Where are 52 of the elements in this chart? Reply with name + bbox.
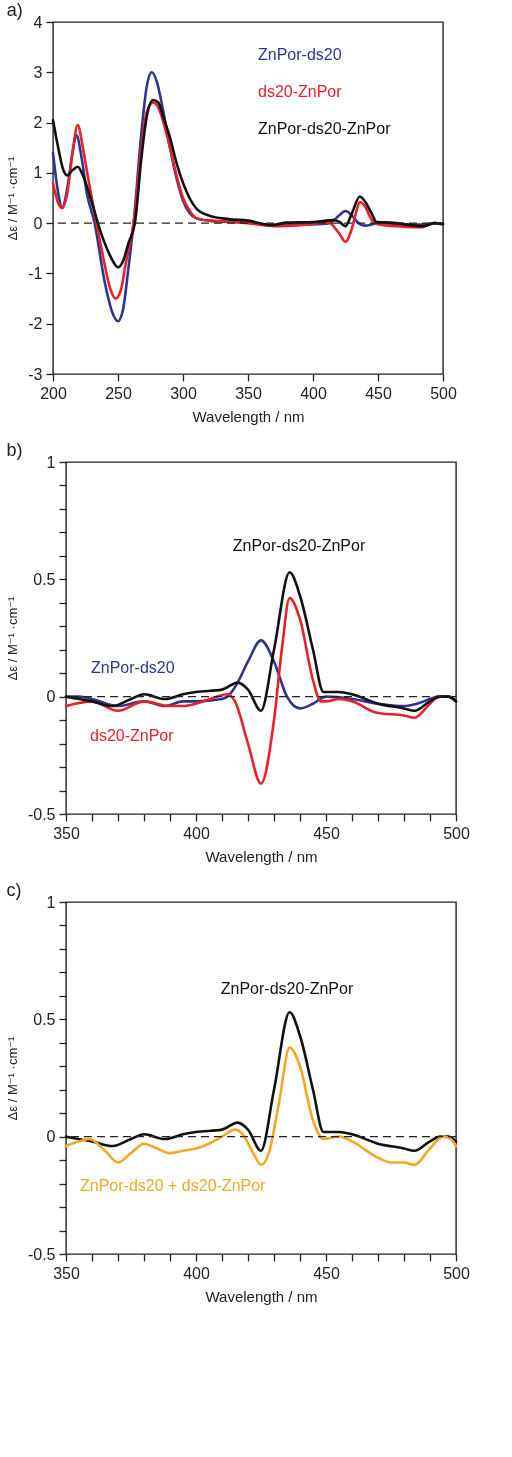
- y-tick-label: -1: [28, 264, 43, 282]
- y-tick-label: -0.5: [27, 1245, 56, 1263]
- y-tick-label: 4: [33, 13, 43, 31]
- x-tick-label: 350: [53, 824, 80, 842]
- x-tick-label: 400: [183, 1264, 210, 1282]
- x-axis-title: Wavelength / nm: [205, 847, 318, 865]
- series-label: ZnPor-ds20 + ds20-ZnPor: [80, 1177, 267, 1194]
- y-axis-title: Δε / M⁻¹ ·cm⁻¹: [4, 595, 20, 681]
- y-tick-label: 2: [33, 114, 43, 132]
- y-tick-label: 1: [33, 164, 43, 182]
- y-axis-title: Δε / M⁻¹ ·cm⁻¹: [4, 1035, 20, 1121]
- series-label: ZnPor-ds20: [91, 659, 175, 676]
- line-series: [51, 98, 445, 269]
- x-axis-title: Wavelength / nm: [192, 407, 305, 425]
- y-tick-label: 0.5: [33, 1010, 56, 1028]
- text: ZnPor-ds20-ZnPor: [258, 120, 392, 137]
- y-tick-label: 0: [46, 688, 56, 706]
- x-tick-label: 500: [443, 1264, 470, 1282]
- x-tick-label: 400: [183, 824, 210, 842]
- x-tick-label: 250: [105, 384, 132, 402]
- x-tick-label: 350: [235, 384, 262, 402]
- x-tick-label: 500: [430, 384, 457, 402]
- series-label: ZnPor-ds20-ZnPor: [220, 980, 354, 997]
- x-tick-label: 450: [313, 1264, 340, 1282]
- x-tick-label: 200: [40, 384, 67, 402]
- chart-title: b): [6, 440, 23, 460]
- y-tick-label: -0.5: [27, 805, 56, 823]
- y-tick-label: 3: [33, 63, 43, 81]
- series-label: ZnPor-ds20-ZnPor: [232, 537, 366, 554]
- x-axis-title: Wavelength / nm: [205, 1287, 318, 1305]
- y-tick-label: -3: [28, 365, 43, 383]
- line-series: [64, 1046, 458, 1167]
- x-tick-label: 500: [443, 824, 470, 842]
- series-label: ds20-ZnPor: [90, 727, 175, 744]
- text: ds20-ZnPor: [258, 83, 343, 100]
- y-tick-label: -2: [28, 315, 43, 333]
- chart-title: a): [6, 0, 23, 20]
- x-tick-label: 450: [313, 824, 340, 842]
- y-tick-label: 1: [46, 893, 56, 911]
- line-series: [64, 570, 458, 713]
- y-axis-title: Δε / M⁻¹ ·cm⁻¹: [5, 155, 21, 241]
- y-tick-label: 1: [46, 453, 56, 471]
- x-tick-label: 400: [300, 384, 327, 402]
- y-tick-label: 0: [46, 1128, 56, 1146]
- x-tick-label: 300: [170, 384, 197, 402]
- line-series: [64, 1010, 458, 1153]
- y-tick-label: 0.5: [33, 570, 56, 588]
- chart-title: c): [6, 880, 22, 900]
- x-tick-label: 450: [365, 384, 392, 402]
- y-tick-label: 0: [33, 214, 43, 232]
- x-tick-label: 350: [53, 1264, 80, 1282]
- text: ZnPor-ds20: [258, 46, 342, 63]
